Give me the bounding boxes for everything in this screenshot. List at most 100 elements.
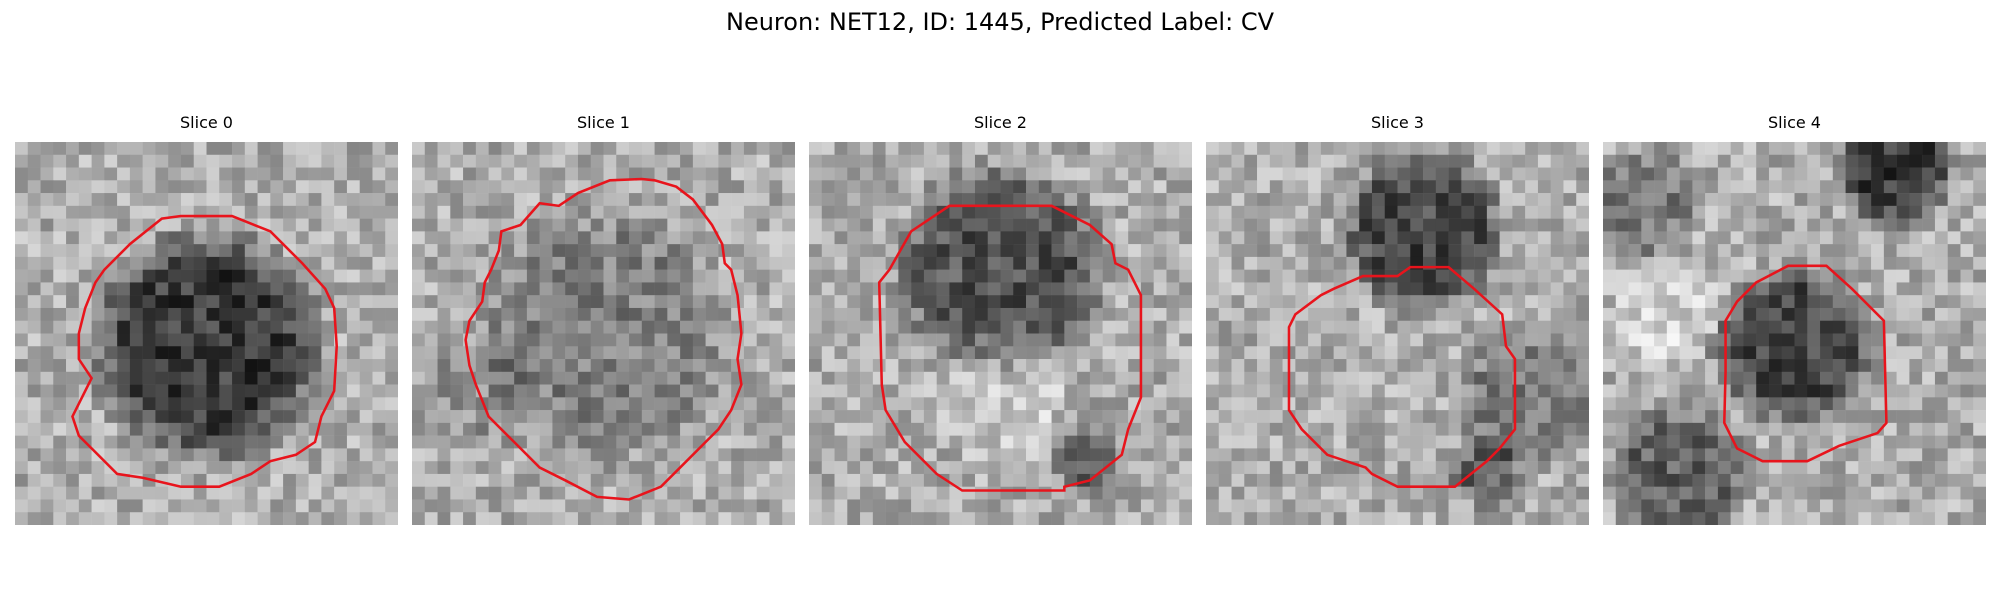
pixel	[385, 499, 398, 513]
pixel	[1269, 307, 1283, 321]
pixel	[1896, 435, 1910, 449]
pixel	[412, 448, 426, 462]
pixel	[437, 218, 451, 232]
pixel	[769, 282, 783, 296]
pixel	[1947, 295, 1961, 309]
pixel	[756, 167, 770, 181]
pixel	[1166, 359, 1180, 373]
pixel	[821, 333, 835, 347]
pixel	[1730, 486, 1744, 500]
pixel	[911, 193, 925, 207]
pixel	[1896, 167, 1910, 181]
pixel	[53, 269, 67, 283]
pixel	[1461, 410, 1475, 424]
pixel	[847, 486, 861, 500]
pixel	[270, 346, 284, 360]
pixel	[1486, 256, 1500, 270]
pixel	[539, 231, 553, 245]
pixel	[142, 320, 156, 334]
pixel	[1333, 473, 1347, 487]
pixel	[577, 410, 591, 424]
pixel	[385, 142, 398, 156]
pixel	[1064, 307, 1078, 321]
pixel	[1871, 499, 1885, 513]
pixel	[244, 499, 258, 513]
pixel	[1320, 397, 1334, 411]
pixel	[936, 422, 950, 436]
pixel	[501, 205, 515, 219]
pixel	[1832, 320, 1846, 334]
pixel	[78, 269, 92, 283]
pixel	[1654, 371, 1668, 385]
pixel	[1525, 218, 1539, 232]
pixel	[104, 333, 118, 347]
pixel	[1218, 295, 1232, 309]
pixel	[1320, 320, 1334, 334]
pixel	[860, 231, 874, 245]
pixel	[1102, 384, 1116, 398]
pixel	[1730, 180, 1744, 194]
pixel	[283, 435, 297, 449]
pixel	[1000, 295, 1014, 309]
pixel	[1654, 256, 1668, 270]
pixel	[232, 167, 246, 181]
pixel	[1512, 295, 1526, 309]
pixel	[1128, 422, 1142, 436]
pixel	[565, 269, 579, 283]
pixel	[809, 320, 823, 334]
pixel	[1423, 295, 1437, 309]
pixel	[514, 333, 528, 347]
pixel	[1576, 193, 1589, 207]
pixel	[1641, 154, 1655, 168]
pixel	[962, 486, 976, 500]
pixel	[1371, 486, 1385, 500]
pixel	[911, 154, 925, 168]
pixel	[1666, 244, 1680, 258]
pixel	[359, 461, 373, 475]
pixel	[731, 512, 745, 525]
pixel	[743, 512, 757, 525]
pixel	[1768, 167, 1782, 181]
pixel	[1102, 448, 1116, 462]
pixel	[1666, 512, 1680, 525]
pixel	[372, 486, 386, 500]
pixel	[1206, 142, 1220, 156]
pixel	[1308, 346, 1322, 360]
pixel	[1947, 384, 1961, 398]
pixel	[1832, 384, 1846, 398]
pixel	[193, 193, 207, 207]
pixel	[962, 193, 976, 207]
pixel	[1089, 435, 1103, 449]
pixel	[1218, 205, 1232, 219]
pixel	[834, 359, 848, 373]
pixel	[898, 295, 912, 309]
pixel	[1474, 154, 1488, 168]
pixel	[821, 167, 835, 181]
pixel	[1153, 256, 1167, 270]
pixel	[1308, 244, 1322, 258]
pixel	[629, 269, 643, 283]
pixel	[412, 499, 426, 513]
pixel	[1026, 359, 1040, 373]
pixel	[885, 461, 899, 475]
pixel	[1807, 154, 1821, 168]
pixel	[334, 397, 348, 411]
pixel	[756, 205, 770, 219]
pixel	[1013, 410, 1027, 424]
pixel	[437, 384, 451, 398]
pixel	[1423, 307, 1437, 321]
pixel	[1282, 231, 1296, 245]
pixel	[1756, 256, 1770, 270]
pixel	[1756, 180, 1770, 194]
pixel	[705, 142, 719, 156]
pixel	[372, 180, 386, 194]
pixel	[219, 371, 233, 385]
pixel	[514, 397, 528, 411]
pixel	[488, 397, 502, 411]
pixel	[603, 180, 617, 194]
pixel	[1140, 384, 1154, 398]
pixel	[412, 359, 426, 373]
pixel	[1717, 422, 1731, 436]
pixel	[372, 384, 386, 398]
pixel	[1615, 231, 1629, 245]
